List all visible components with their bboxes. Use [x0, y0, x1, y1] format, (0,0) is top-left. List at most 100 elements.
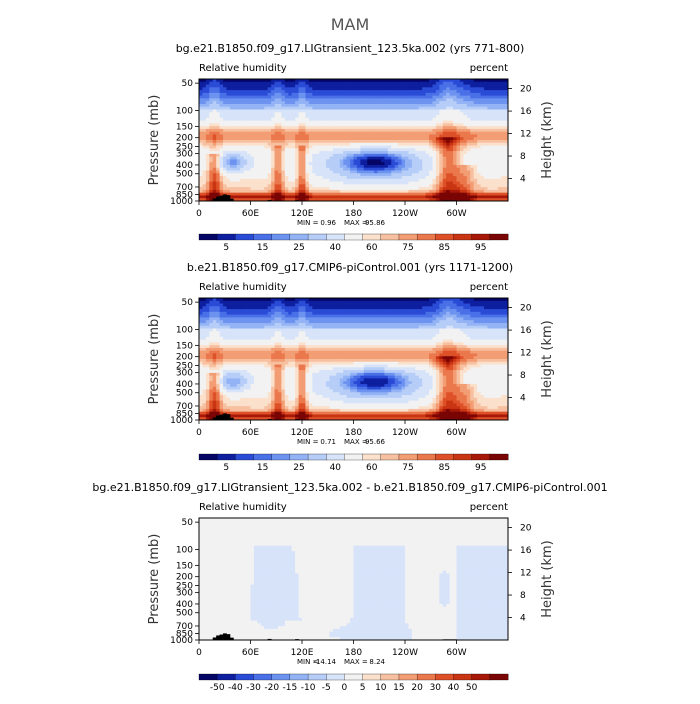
- field-cell: [347, 162, 351, 165]
- field-cell: [460, 323, 464, 326]
- field-cell: [312, 195, 316, 198]
- field-cell: [202, 162, 206, 165]
- field-cell: [206, 154, 210, 157]
- field-cell: [223, 82, 227, 85]
- field-cell: [326, 306, 330, 309]
- field-cell: [257, 140, 261, 143]
- field-cell: [350, 157, 354, 160]
- field-cell: [257, 90, 261, 93]
- field-cell: [302, 87, 306, 90]
- field-cell: [381, 179, 385, 182]
- field-cell: [309, 101, 313, 104]
- field-cell: [333, 143, 337, 146]
- field-cell: [426, 159, 430, 162]
- field-cell: [347, 317, 351, 320]
- field-cell: [412, 173, 416, 176]
- field-cell: [463, 107, 467, 110]
- field-cell: [432, 190, 436, 193]
- field-cell: [323, 320, 327, 323]
- field-cell: [278, 179, 282, 182]
- field-cell: [305, 98, 309, 101]
- field-cell: [494, 193, 498, 196]
- field-cell: [378, 157, 382, 160]
- field-cell: [360, 115, 364, 118]
- field-cell: [240, 112, 244, 115]
- x-tick-label: 0: [196, 209, 202, 219]
- field-cell: [206, 157, 210, 160]
- field-cell: [295, 129, 299, 132]
- field-cell: [395, 151, 399, 154]
- field-cell: [446, 151, 450, 154]
- field-cell: [340, 93, 344, 96]
- field-cell: [446, 87, 450, 90]
- field-cell: [305, 110, 309, 113]
- field-cell: [481, 110, 485, 113]
- field-cell: [484, 171, 488, 174]
- figure-title: MAM: [331, 15, 370, 34]
- field-cell: [432, 123, 436, 126]
- field-cell: [501, 171, 505, 174]
- field-cell: [408, 151, 412, 154]
- field-cell: [391, 146, 395, 149]
- field-cell: [457, 304, 461, 307]
- field-cell: [292, 312, 296, 315]
- field-cell: [268, 101, 272, 104]
- field-cell: [477, 115, 481, 118]
- field-cell: [367, 193, 371, 196]
- field-cell: [402, 190, 406, 193]
- field-cell: [494, 304, 498, 307]
- field-cell: [398, 98, 402, 101]
- field-cell: [439, 195, 443, 198]
- field-cell: [470, 112, 474, 115]
- field-cell: [257, 85, 261, 88]
- field-cell: [305, 121, 309, 124]
- field-cell: [432, 193, 436, 196]
- field-cell: [446, 110, 450, 113]
- field-cell: [487, 176, 491, 179]
- field-cell: [264, 121, 268, 124]
- field-cell: [350, 129, 354, 132]
- field-cell: [268, 173, 272, 176]
- field-cell: [450, 195, 454, 198]
- field-cell: [446, 123, 450, 126]
- field-cell: [233, 326, 237, 329]
- field-cell: [453, 309, 457, 312]
- field-cell: [422, 190, 426, 193]
- field-cell: [450, 85, 454, 88]
- field-cell: [202, 101, 206, 104]
- field-cell: [388, 115, 392, 118]
- field-cell: [244, 123, 248, 126]
- field-cell: [391, 184, 395, 187]
- field-cell: [494, 162, 498, 165]
- field-cell: [340, 85, 344, 88]
- field-cell: [343, 179, 347, 182]
- field-cell: [463, 154, 467, 157]
- field-cell: [275, 82, 279, 85]
- colorbar-label: 15: [257, 243, 268, 253]
- field-cell: [223, 134, 227, 137]
- field-cell: [501, 309, 505, 312]
- field-cell: [288, 193, 292, 196]
- field-cell: [343, 317, 347, 320]
- field-cell: [261, 151, 265, 154]
- field-cell: [381, 87, 385, 90]
- field-cell: [378, 129, 382, 132]
- field-cell: [309, 126, 313, 129]
- field-cell: [329, 82, 333, 85]
- field-cell: [275, 90, 279, 93]
- field-cell: [398, 90, 402, 93]
- field-cell: [206, 118, 210, 121]
- field-cell: [402, 306, 406, 309]
- field-cell: [412, 179, 416, 182]
- field-cell: [305, 87, 309, 90]
- field-cell: [481, 165, 485, 168]
- field-cell: [481, 85, 485, 88]
- field-cell: [230, 126, 234, 129]
- field-cell: [371, 165, 375, 168]
- field-cell: [333, 312, 337, 315]
- height-tick-label: 12: [520, 130, 531, 140]
- field-cell: [491, 126, 495, 129]
- field-cell: [477, 151, 481, 154]
- field-cell: [446, 179, 450, 182]
- field-cell: [299, 301, 303, 304]
